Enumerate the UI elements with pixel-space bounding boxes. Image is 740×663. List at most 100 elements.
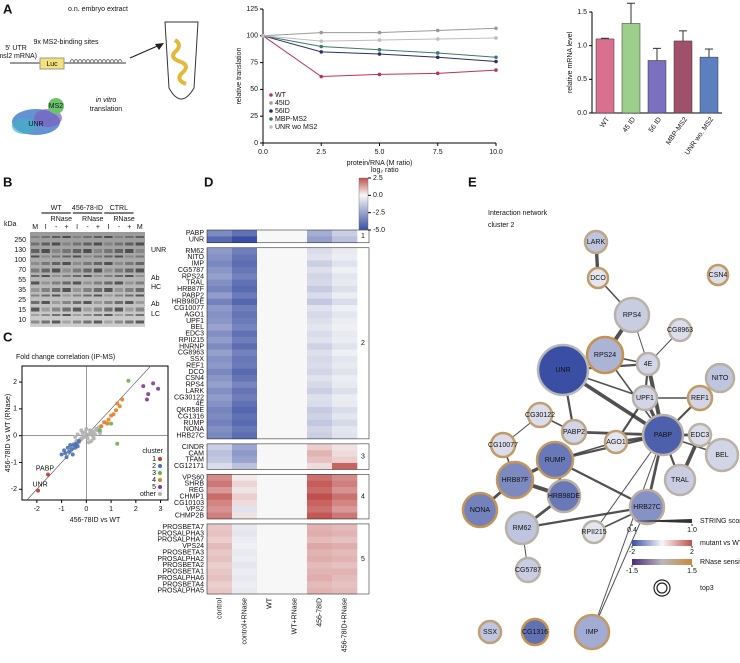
row-label: RPII215 (179, 337, 204, 344)
gel-band (41, 268, 50, 273)
heatmap-cell (207, 462, 233, 470)
heatmap-cell (257, 330, 283, 338)
point (377, 38, 382, 42)
heatmap-cell (282, 487, 308, 494)
heatmap-cell (207, 298, 233, 306)
heatmap-cell (257, 581, 283, 588)
row-label: CINDR (182, 444, 204, 451)
heatmap-cell (257, 260, 283, 268)
colorbar (358, 177, 369, 231)
row-label: VPS2 (186, 506, 204, 513)
heatmap-cell (207, 362, 233, 370)
heatmap-cell (307, 587, 333, 595)
gel-band (51, 242, 61, 246)
heatmap-cell (307, 254, 333, 261)
point (117, 404, 122, 409)
y-tick-label: -1 (11, 459, 17, 466)
heatmap-cell (307, 247, 333, 255)
heatmap-cell (257, 387, 283, 395)
heatmap-cell (232, 462, 258, 470)
heatmap-cell (207, 311, 233, 319)
row-label: PROSBETA2 (163, 562, 205, 569)
heatmap-cell (232, 305, 258, 312)
diagram-label: UNR (28, 121, 43, 128)
heatmap-cell (332, 543, 358, 550)
heatmap-cell (257, 462, 283, 470)
node (514, 556, 542, 584)
gel-band (104, 307, 113, 312)
row-label: RPS4 (186, 382, 204, 389)
heatmap-cell (332, 530, 358, 537)
heatmap-cell (307, 432, 333, 440)
heatmap-cell (257, 375, 283, 382)
heatmap-cell (307, 456, 333, 464)
x-tick-label: MBP-MS2 (665, 116, 689, 146)
gel-band (125, 236, 134, 238)
x-tick-label: 10.0 (489, 149, 503, 156)
row-label: CG30122 (174, 394, 204, 401)
heatmap-cell (257, 266, 283, 274)
heatmap-cell (232, 549, 258, 557)
heatmap-cell (257, 305, 283, 312)
bar (699, 56, 719, 114)
heatmap-cell (232, 349, 258, 357)
heatmap-cell (257, 336, 283, 344)
gel-band (104, 281, 113, 285)
heatmap-cell (332, 298, 358, 306)
heatmap-cell (232, 530, 258, 537)
point (151, 381, 156, 386)
gel-band (93, 236, 103, 238)
heatmap-cell (207, 349, 233, 357)
marker-label: 55 (18, 277, 26, 284)
heatmap-cell (332, 456, 358, 464)
heatmap-cell (282, 506, 308, 513)
heatmap-cell (307, 506, 333, 513)
heatmap-cell (332, 562, 358, 569)
column-label: 456-78ID (316, 598, 323, 627)
gel-band (31, 301, 40, 304)
heatmap-cell (207, 419, 233, 427)
point (99, 424, 104, 429)
heatmap-cell (232, 368, 258, 376)
gel-band (72, 294, 82, 297)
point (435, 55, 440, 60)
band-label: UNR (151, 247, 166, 254)
gel-band (62, 314, 71, 316)
heatmap-cell (207, 273, 233, 280)
heatmap-cell (332, 292, 358, 300)
gel-band (41, 307, 50, 312)
row-label: REF1 (186, 362, 204, 369)
heatmap-cell (332, 581, 358, 588)
heatmap-cell (307, 343, 333, 350)
heatmap-cell (257, 343, 283, 350)
node (667, 317, 693, 343)
heatmap-cell (332, 432, 358, 440)
row-label: CG8963 (178, 350, 204, 357)
point (377, 30, 382, 35)
node (704, 362, 736, 394)
node-label: IMP (586, 629, 599, 636)
heatmap-cell (207, 381, 233, 389)
gel-band (104, 294, 113, 297)
gel-band (135, 320, 144, 324)
heatmap-cell (232, 247, 258, 255)
edge (591, 434, 664, 633)
node (628, 488, 666, 526)
gel-band (62, 275, 71, 277)
row-label: VPS60 (182, 474, 204, 481)
heatmap-cell (257, 247, 283, 255)
edge (521, 505, 648, 530)
gel-band (62, 268, 71, 273)
gel-band (104, 301, 113, 304)
node (573, 613, 611, 651)
point (319, 50, 324, 54)
point (64, 455, 69, 460)
heatmap-cell (282, 413, 308, 421)
heatmap-cell (232, 381, 258, 389)
heatmap-cell (232, 413, 258, 421)
row-label: NITO (187, 254, 204, 261)
heatmap-cell (282, 450, 308, 457)
legend-label: top3 (700, 585, 714, 592)
legend-title: cluster (142, 448, 163, 455)
heatmap-cell (307, 362, 333, 370)
